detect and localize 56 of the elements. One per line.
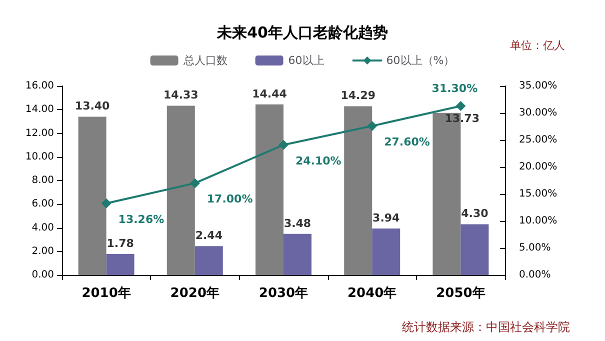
bar [344,106,372,275]
point [190,178,200,188]
y2-tick-label: 15.00% [519,188,558,200]
y-tick-label: 8.00 [32,175,54,186]
point [456,100,466,111]
y-tick-label: 6.00 [32,198,54,210]
x-tick-label: 2020年 [170,286,220,301]
bar [166,106,195,275]
bar [106,254,134,275]
data-label: 24.10% [296,154,342,168]
data-label: 3.48 [284,216,312,230]
data-label: 2.44 [195,229,223,242]
y2-tick-label: 25.00% [519,134,558,146]
x-tick-label: 2050年 [436,286,486,301]
y-tick-label: 2.00 [32,246,54,257]
x-tick-label: 2030年 [258,286,308,301]
y-tick-label: 4.00 [32,222,54,234]
text: 统计数据来源：中国社会科学院 [402,320,570,334]
bar [372,228,400,275]
y2-tick-label: 20.00% [519,162,558,172]
legend-label: 60以上 [288,54,324,67]
data-label: 31.30% [432,82,478,95]
bar [284,234,312,275]
bar [194,246,223,275]
data-label: 14.33 [164,88,198,102]
y2-tick-label: 10.00% [519,216,558,226]
data-label: 13.40 [74,100,110,113]
y-tick-label: 10.00 [25,151,54,162]
data-label: 27.60% [384,135,430,148]
point [278,140,288,150]
y-tick-label: 0.00 [32,270,54,280]
y2-tick-label: 35.00% [519,80,558,92]
chart-title: 未来40年人口老龄化趋势 [216,24,388,42]
bar [256,104,284,275]
data-label: 14.44 [252,87,288,100]
point [101,198,112,208]
y-tick-label: 14.00 [25,104,54,116]
point [367,120,378,131]
y2-tick-label: 5.00% [519,242,551,254]
y2-tick-label: 30.00% [519,108,558,118]
y2-tick-label: 0.00% [519,270,551,280]
data-label: 17.00% [206,192,253,206]
data-label: 4.30 [461,207,489,220]
legend-label: 总人口数 [182,54,228,67]
x-tick-label: 2010年 [82,286,131,301]
data-label: 1.78 [106,236,134,250]
y-tick-label: 12.00 [25,128,54,139]
text: 单位：亿人 [510,39,565,52]
data-label: 13.26% [118,212,164,226]
legend-label: 60以上（%） [386,54,455,67]
bar [460,224,489,275]
data-label: 3.94 [372,211,400,224]
bar [78,116,106,275]
x-tick-label: 2040年 [348,286,397,301]
y-tick-label: 16.00 [25,80,54,92]
data-label: 14.29 [340,89,376,102]
